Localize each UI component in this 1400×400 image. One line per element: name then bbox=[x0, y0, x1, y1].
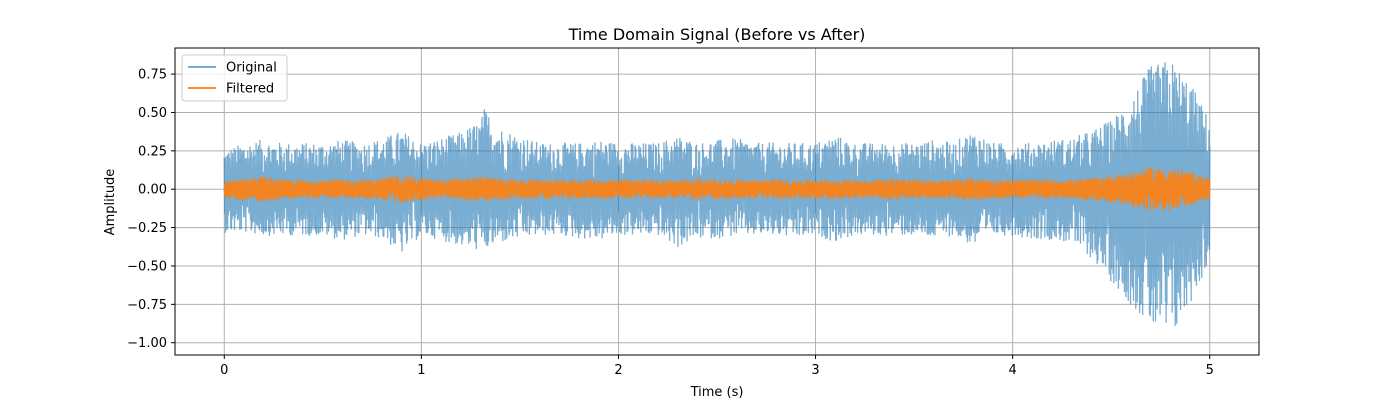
plot-frame bbox=[174, 47, 1260, 356]
y-axis-ticks: −1.00 −0.75 −0.50 −0.25 0.00 0.25 0.50 0.75 bbox=[127, 68, 175, 351]
y-axis-label: Amplitude bbox=[103, 169, 118, 236]
chart-title: Time Domain Signal (Before vs After) bbox=[568, 25, 866, 44]
plot-series bbox=[223, 62, 1211, 326]
y-tick-label: −0.75 bbox=[127, 298, 167, 313]
y-tick-label: 0.00 bbox=[138, 183, 167, 198]
x-tick-label: 2 bbox=[614, 363, 622, 378]
series-line-filtered bbox=[223, 167, 1211, 212]
x-axis-label: Time (s) bbox=[690, 385, 744, 400]
x-tick-label: 1 bbox=[417, 363, 425, 378]
x-tick-label: 3 bbox=[811, 363, 819, 378]
x-axis-ticks: 0 1 2 3 4 5 bbox=[220, 355, 1214, 378]
x-tick-label: 5 bbox=[1206, 363, 1214, 378]
y-tick-label: −1.00 bbox=[127, 336, 167, 351]
y-tick-label: −0.50 bbox=[127, 259, 167, 274]
y-tick-label: 0.50 bbox=[138, 106, 167, 121]
x-tick-label: 0 bbox=[220, 363, 228, 378]
y-tick-label: 0.25 bbox=[138, 144, 167, 159]
y-tick-label: −0.25 bbox=[127, 221, 167, 236]
x-tick-label: 4 bbox=[1008, 363, 1016, 378]
y-tick-label: 0.75 bbox=[138, 68, 167, 83]
legend-label-original: Original bbox=[226, 61, 277, 76]
legend: Original Filtered bbox=[181, 54, 288, 102]
legend-label-filtered: Filtered bbox=[226, 82, 274, 97]
